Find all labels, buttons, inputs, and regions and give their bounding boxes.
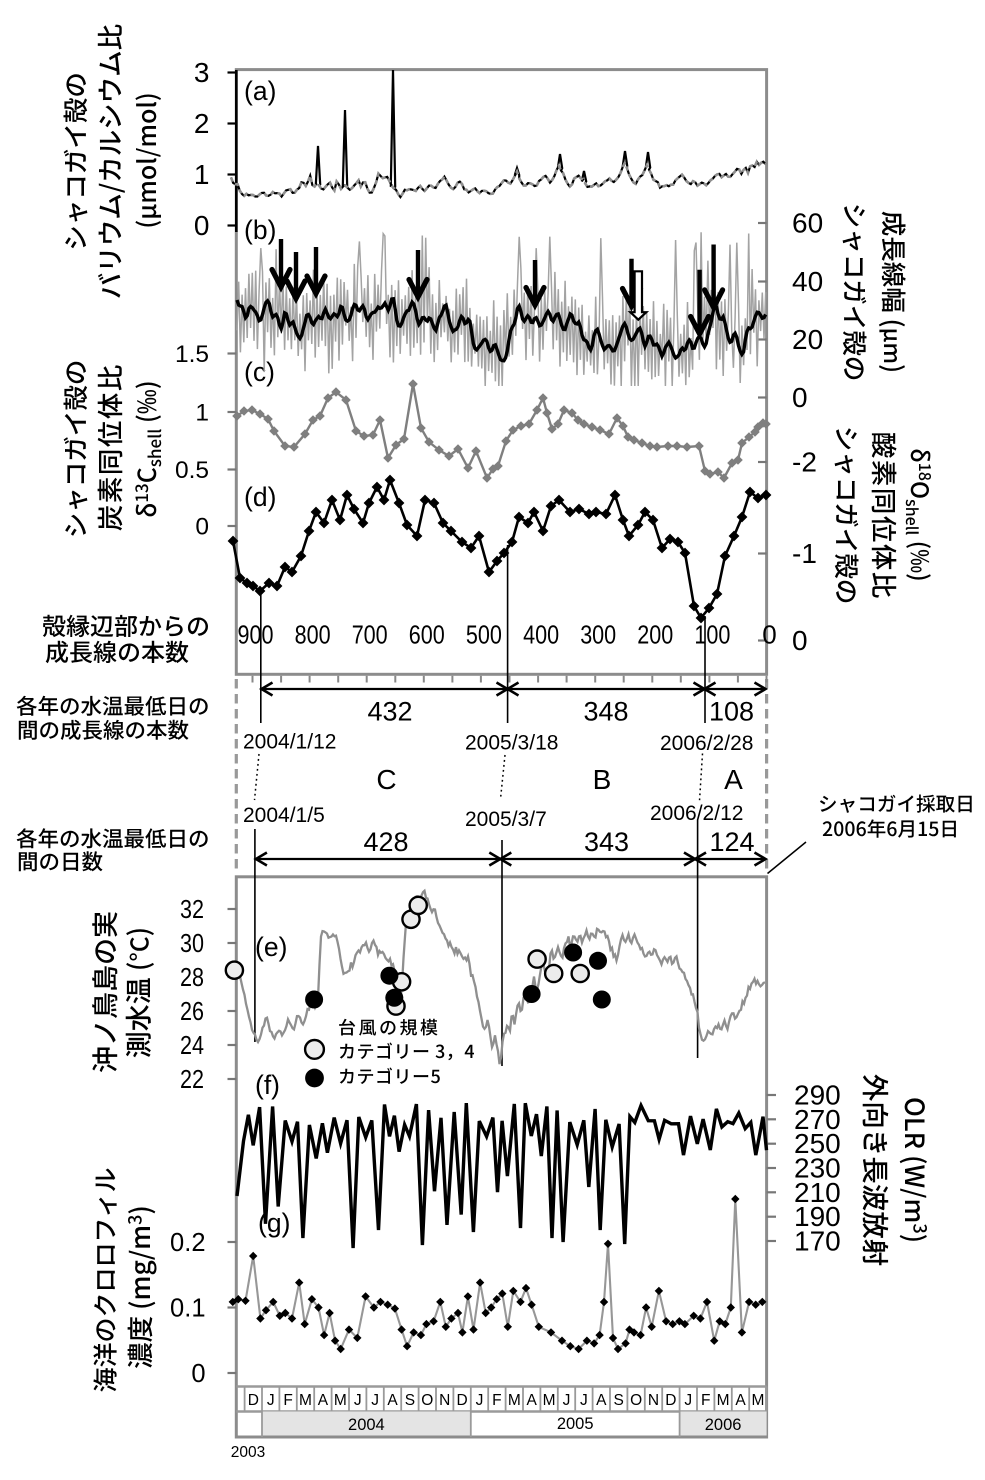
svg-text:(a): (a) xyxy=(244,76,276,106)
svg-text:M: M xyxy=(543,1392,556,1409)
svg-text:20: 20 xyxy=(792,324,823,355)
svg-text:1.5: 1.5 xyxy=(175,341,209,368)
svg-text:M: M xyxy=(299,1392,312,1409)
svg-text:230: 230 xyxy=(794,1153,841,1184)
svg-text:700: 700 xyxy=(352,620,388,650)
svg-text:M: M xyxy=(334,1392,347,1409)
svg-text:A: A xyxy=(596,1392,607,1409)
svg-text:0.2: 0.2 xyxy=(170,1229,205,1257)
svg-text:-2: -2 xyxy=(792,447,817,478)
svg-text:28: 28 xyxy=(180,962,204,992)
svg-text:2004: 2004 xyxy=(348,1416,385,1434)
svg-text:J: J xyxy=(476,1392,484,1409)
svg-text:C: C xyxy=(376,764,396,795)
svg-text:0: 0 xyxy=(792,382,808,413)
svg-text:210: 210 xyxy=(794,1177,841,1208)
svg-text:170: 170 xyxy=(794,1226,841,1257)
svg-text:B: B xyxy=(593,764,612,795)
svg-text:J: J xyxy=(684,1392,692,1409)
svg-text:432: 432 xyxy=(367,697,412,727)
svg-text:J: J xyxy=(580,1392,588,1409)
svg-text:2006/2/12: 2006/2/12 xyxy=(650,802,743,825)
svg-text:2004/1/12: 2004/1/12 xyxy=(243,731,336,754)
svg-text:D: D xyxy=(665,1392,676,1409)
svg-text:0: 0 xyxy=(762,620,776,650)
svg-text:300: 300 xyxy=(580,620,616,650)
svg-text:2006: 2006 xyxy=(705,1416,742,1434)
svg-text:0.5: 0.5 xyxy=(175,457,209,484)
svg-text:348: 348 xyxy=(583,697,628,727)
svg-text:24: 24 xyxy=(180,1030,204,1060)
svg-text:2: 2 xyxy=(194,108,210,139)
svg-text:22: 22 xyxy=(180,1064,204,1094)
svg-text:100: 100 xyxy=(694,620,730,650)
svg-text:2006/2/28: 2006/2/28 xyxy=(660,732,753,755)
svg-text:270: 270 xyxy=(794,1104,841,1135)
svg-text:J: J xyxy=(354,1392,362,1409)
svg-text:N: N xyxy=(439,1392,450,1409)
svg-text:900: 900 xyxy=(238,620,274,650)
svg-text:0: 0 xyxy=(191,1360,205,1388)
svg-text:250: 250 xyxy=(794,1128,841,1159)
svg-text:400: 400 xyxy=(523,620,559,650)
svg-text:A: A xyxy=(387,1392,398,1409)
svg-text:S: S xyxy=(614,1392,624,1409)
svg-text:A: A xyxy=(527,1392,538,1409)
svg-text:M: M xyxy=(508,1392,521,1409)
svg-text:J: J xyxy=(371,1392,379,1409)
svg-text:800: 800 xyxy=(295,620,331,650)
svg-text:A: A xyxy=(735,1392,746,1409)
svg-text:343: 343 xyxy=(584,827,629,857)
svg-text:500: 500 xyxy=(466,620,502,650)
svg-text:600: 600 xyxy=(409,620,445,650)
svg-text:428: 428 xyxy=(363,827,408,857)
svg-text:A: A xyxy=(318,1392,329,1409)
svg-text:190: 190 xyxy=(794,1201,841,1232)
svg-text:A: A xyxy=(724,764,743,795)
svg-text:J: J xyxy=(563,1392,571,1409)
svg-text:(c): (c) xyxy=(244,357,275,387)
svg-text:2004/1/5: 2004/1/5 xyxy=(243,804,325,827)
svg-text:1: 1 xyxy=(194,159,210,190)
svg-text:0: 0 xyxy=(195,514,209,541)
svg-text:N: N xyxy=(648,1392,659,1409)
svg-text:(b): (b) xyxy=(244,215,276,245)
svg-text:(f): (f) xyxy=(255,1070,280,1100)
svg-text:D: D xyxy=(248,1392,259,1409)
svg-text:0.1: 0.1 xyxy=(170,1295,205,1323)
svg-text:0: 0 xyxy=(194,210,210,241)
svg-text:F: F xyxy=(283,1392,292,1409)
svg-text:M: M xyxy=(717,1392,730,1409)
svg-text:D: D xyxy=(456,1392,467,1409)
svg-text:3: 3 xyxy=(194,57,210,88)
svg-text:2005: 2005 xyxy=(557,1415,594,1433)
svg-text:O: O xyxy=(630,1392,642,1409)
svg-text:60: 60 xyxy=(792,208,823,239)
svg-text:200: 200 xyxy=(637,620,673,650)
svg-text:1: 1 xyxy=(195,400,209,427)
svg-text:S: S xyxy=(405,1392,415,1409)
svg-text:-1: -1 xyxy=(792,538,817,569)
svg-text:2003: 2003 xyxy=(231,1444,265,1461)
svg-text:26: 26 xyxy=(180,996,204,1026)
svg-text:O: O xyxy=(421,1392,433,1409)
svg-text:290: 290 xyxy=(794,1080,841,1111)
svg-text:2005/3/18: 2005/3/18 xyxy=(465,732,558,755)
svg-text:J: J xyxy=(267,1392,275,1409)
svg-text:M: M xyxy=(751,1392,764,1409)
svg-text:0: 0 xyxy=(792,625,808,656)
svg-text:124: 124 xyxy=(709,827,754,857)
svg-text:(g): (g) xyxy=(258,1208,290,1238)
svg-text:108: 108 xyxy=(709,697,754,727)
svg-text:F: F xyxy=(492,1392,501,1409)
svg-text:2005/3/7: 2005/3/7 xyxy=(465,808,547,831)
svg-text:30: 30 xyxy=(180,928,204,958)
svg-text:F: F xyxy=(701,1392,710,1409)
svg-text:40: 40 xyxy=(792,266,823,297)
svg-text:(d): (d) xyxy=(244,482,276,512)
svg-text:32: 32 xyxy=(180,894,204,924)
svg-text:(e): (e) xyxy=(255,932,287,962)
